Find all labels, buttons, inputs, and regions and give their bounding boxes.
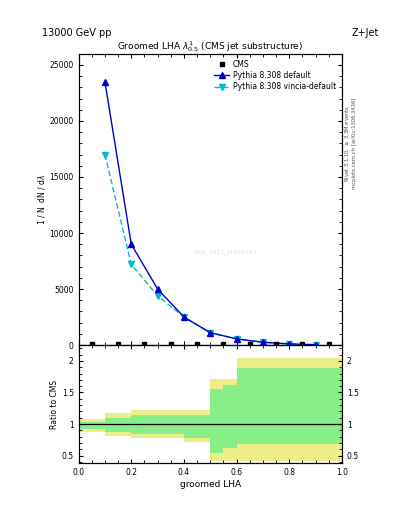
Y-axis label: 1 / $\mathrm{N}$  $\mathrm{d}$$\mathrm{N}$ / $\mathrm{d}\lambda$: 1 / $\mathrm{N}$ $\mathrm{d}$$\mathrm{N}… xyxy=(36,174,47,225)
Pythia 8.308 default xyxy=(208,330,213,336)
CMS xyxy=(300,342,305,348)
CMS xyxy=(116,342,120,348)
Pythia 8.308 vincia-default xyxy=(103,152,107,158)
Pythia 8.308 vincia-default xyxy=(155,293,160,299)
Pythia 8.308 default xyxy=(129,241,134,247)
Pythia 8.308 vincia-default xyxy=(261,339,265,345)
Pythia 8.308 vincia-default xyxy=(313,342,318,348)
Line: CMS: CMS xyxy=(89,342,331,347)
Text: Rivet 3.1.10, $\geq$ 3.3M events: Rivet 3.1.10, $\geq$ 3.3M events xyxy=(344,105,351,182)
Text: Z+Jet: Z+Jet xyxy=(351,28,379,38)
Pythia 8.308 default xyxy=(182,314,186,320)
Y-axis label: Ratio to CMS: Ratio to CMS xyxy=(50,379,59,429)
Pythia 8.308 default xyxy=(313,342,318,348)
Pythia 8.308 default xyxy=(234,336,239,342)
Pythia 8.308 vincia-default xyxy=(208,330,213,336)
Pythia 8.308 vincia-default xyxy=(182,314,186,320)
Legend: CMS, Pythia 8.308 default, Pythia 8.308 vincia-default: CMS, Pythia 8.308 default, Pythia 8.308 … xyxy=(212,57,338,94)
Line: Pythia 8.308 default: Pythia 8.308 default xyxy=(102,79,319,348)
Pythia 8.308 default xyxy=(287,341,292,347)
Text: mcplots.cern.ch [arXiv:1306.3436]: mcplots.cern.ch [arXiv:1306.3436] xyxy=(352,98,357,189)
CMS xyxy=(248,342,252,348)
CMS xyxy=(142,342,147,348)
CMS xyxy=(274,342,278,348)
Line: Pythia 8.308 vincia-default: Pythia 8.308 vincia-default xyxy=(102,152,319,348)
Pythia 8.308 vincia-default xyxy=(234,336,239,342)
Pythia 8.308 default xyxy=(155,286,160,292)
Pythia 8.308 vincia-default xyxy=(129,261,134,267)
Pythia 8.308 vincia-default xyxy=(287,341,292,347)
CMS xyxy=(221,342,226,348)
Pythia 8.308 default xyxy=(103,79,107,85)
CMS xyxy=(195,342,200,348)
Pythia 8.308 default xyxy=(261,339,265,345)
Text: CAS_2021_I1920187: CAS_2021_I1920187 xyxy=(194,249,258,254)
Title: Groomed LHA $\lambda^{1}_{0.5}$ (CMS jet substructure): Groomed LHA $\lambda^{1}_{0.5}$ (CMS jet… xyxy=(117,39,303,54)
X-axis label: groomed LHA: groomed LHA xyxy=(180,480,241,489)
Text: 13000 GeV pp: 13000 GeV pp xyxy=(42,28,111,38)
CMS xyxy=(90,342,94,348)
CMS xyxy=(168,342,173,348)
CMS xyxy=(326,342,331,348)
